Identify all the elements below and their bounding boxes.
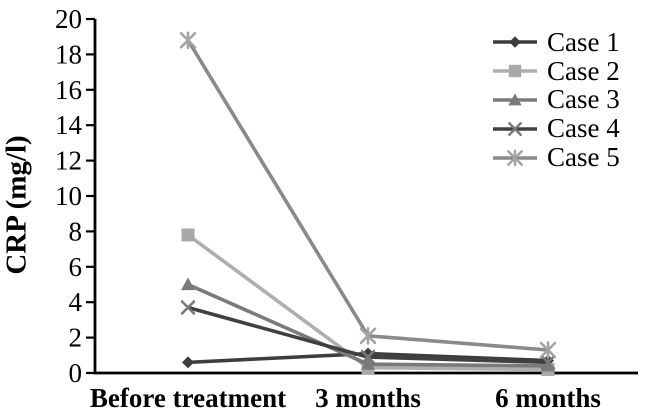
legend-marker-sample — [508, 121, 522, 136]
legend-item-case-5: Case 5 — [492, 143, 620, 172]
x-category-label-3-months: 3 months — [315, 383, 421, 413]
y-tick-label: 18 — [55, 39, 82, 69]
legend-item-case-1: Case 1 — [492, 28, 620, 57]
legend-label: Case 4 — [547, 113, 620, 144]
legend-item-case-2: Case 2 — [492, 57, 620, 86]
y-tick-label: 0 — [69, 358, 83, 388]
y-tick-label: 6 — [69, 252, 83, 282]
y-tick-label: 8 — [69, 216, 83, 246]
y-axis-title: CRP (mg/l) — [0, 135, 33, 275]
data-point-case-4-2 — [540, 355, 556, 370]
y-tick-label: 14 — [55, 110, 83, 140]
data-point-case-5-1 — [359, 327, 377, 345]
data-point-case-1-0 — [182, 356, 194, 369]
data-point-case-3-1 — [361, 357, 375, 370]
data-point-case-3-2 — [541, 358, 555, 372]
data-point-case-4-1 — [360, 349, 376, 365]
legend-marker-sample — [509, 36, 521, 49]
legend-marker-sample — [507, 149, 523, 166]
legend-label: Case 1 — [547, 26, 620, 57]
asterisk-marker-icon — [493, 149, 537, 166]
x-category-label-before-treatment: Before treatment — [89, 383, 287, 413]
legend-label: Case 2 — [547, 55, 620, 86]
y-tick-label: 4 — [69, 287, 83, 317]
legend-marker-sample — [508, 93, 522, 106]
legend: Case 1 Case 2 Case 3 Case 4 Case 5 — [492, 28, 620, 172]
legend-marker-sample — [508, 65, 522, 78]
data-point-case-5-2 — [539, 341, 557, 359]
data-point-case-5-0 — [179, 31, 197, 50]
legend-label: Case 5 — [547, 142, 620, 173]
data-point-case-3-0 — [181, 277, 195, 291]
y-tick-label: 10 — [55, 181, 82, 211]
data-point-case-2-0 — [181, 228, 195, 242]
triangle-marker-icon — [493, 93, 537, 106]
data-point-case-4-0 — [180, 300, 196, 315]
y-tick-label: 12 — [55, 146, 82, 176]
legend-label: Case 3 — [547, 84, 620, 115]
x-marker-icon — [493, 121, 537, 136]
diamond-marker-icon — [493, 36, 537, 49]
axes — [93, 19, 638, 375]
y-tick-label: 20 — [55, 4, 82, 34]
legend-item-case-3: Case 3 — [492, 86, 620, 115]
y-tick-label: 16 — [55, 75, 82, 105]
y-tick-label: 2 — [69, 323, 83, 353]
legend-item-case-4: Case 4 — [492, 114, 620, 143]
square-marker-icon — [493, 65, 537, 78]
x-category-label-6-months: 6 months — [495, 383, 601, 413]
